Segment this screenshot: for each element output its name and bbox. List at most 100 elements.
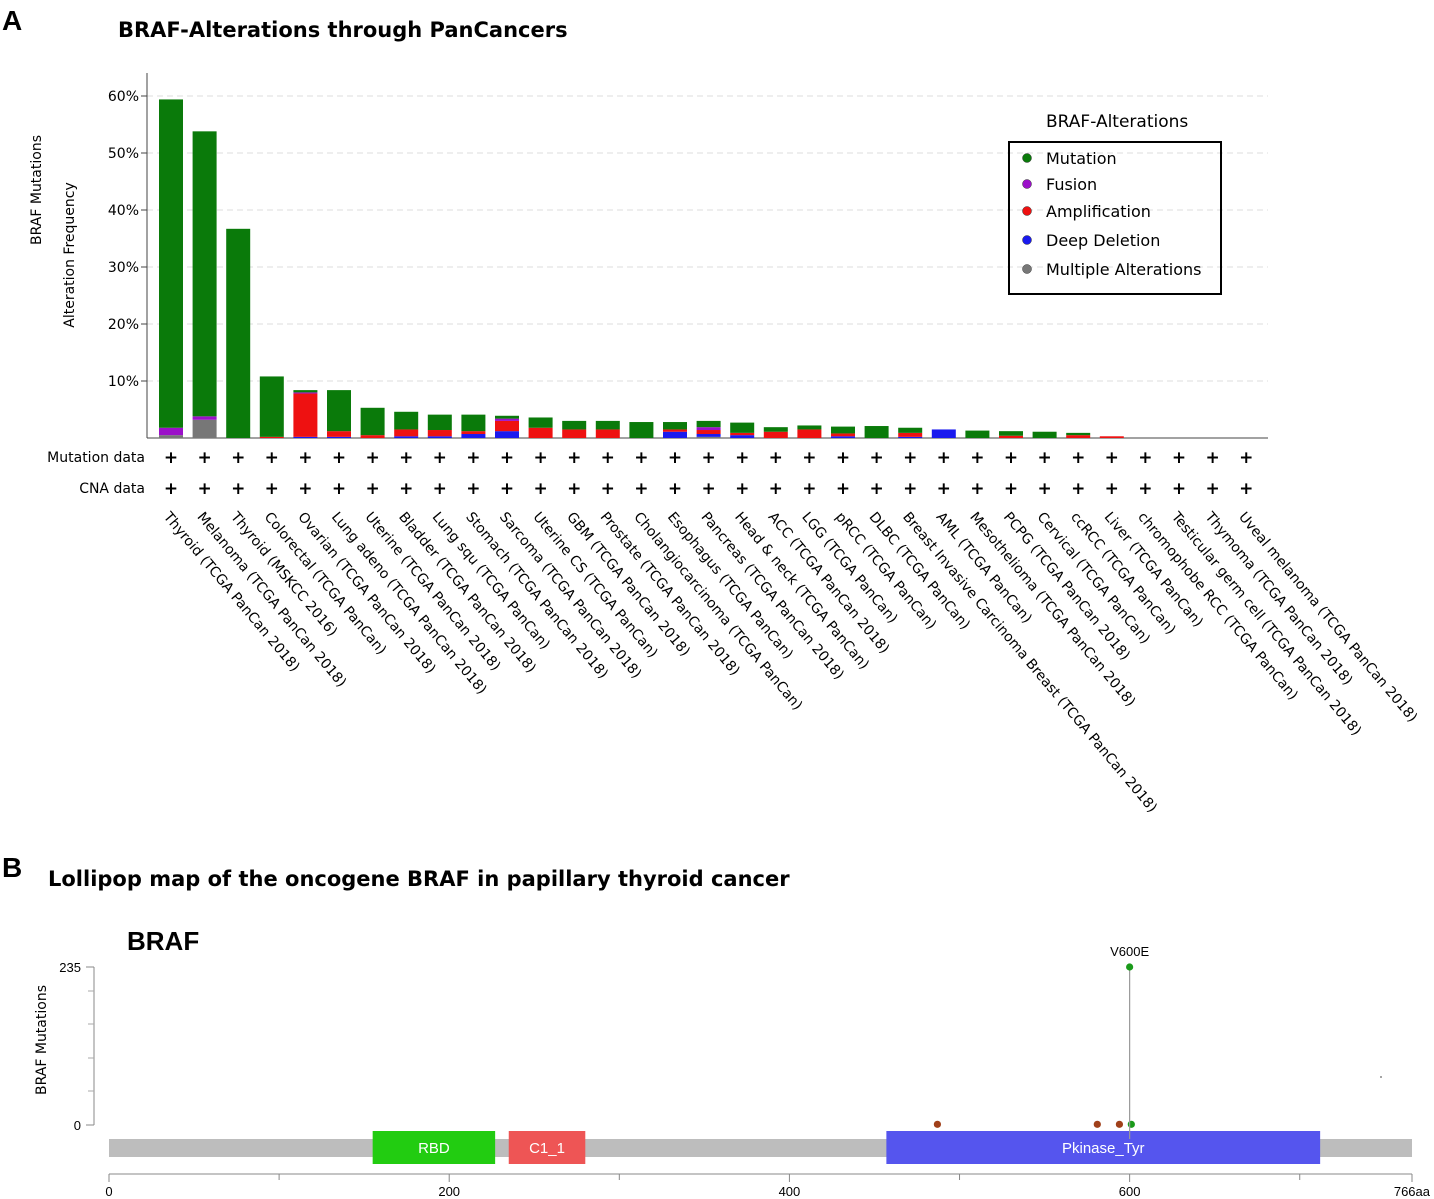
bar-segment-fusion	[495, 418, 519, 421]
bar-segment-mutation	[226, 228, 251, 438]
mutation-data-mark: +	[970, 448, 984, 468]
cna-data-mark: +	[970, 479, 984, 499]
cna-data-mark: +	[298, 479, 312, 499]
mutation-data-mark: +	[802, 448, 816, 468]
domain-label-pkinase-tyr: Pkinase_Tyr	[1062, 1140, 1145, 1157]
bar-segment-amplification	[1066, 435, 1091, 438]
lollipop-head[interactable]	[1115, 1120, 1124, 1128]
cna-data-mark: +	[903, 479, 917, 499]
bar-segment-mutation	[999, 431, 1023, 436]
lollipop-head[interactable]	[1126, 963, 1134, 971]
bar-stack-liver-tcga-pancan	[1099, 436, 1124, 438]
bar-segment-amplification	[293, 393, 318, 437]
mutation-data-mark: +	[164, 448, 178, 468]
bar-segment-multiple-alterations	[696, 436, 721, 438]
bar-segment-deep-deletion	[327, 436, 351, 438]
bar-segment-mutation	[965, 430, 990, 438]
lollipop-head[interactable]	[1093, 1120, 1101, 1128]
bar-segment-deep-deletion	[293, 436, 318, 438]
bar-stack-prostate-tcga-pancan-2018	[595, 420, 620, 438]
y-tick-label: 50%	[108, 146, 139, 162]
mutation-data-mark: +	[836, 448, 850, 468]
cna-data-mark: +	[265, 479, 279, 499]
bar-segment-amplification	[595, 429, 620, 438]
bar-segment-amplification	[562, 429, 587, 438]
category-label: Thymoma (TCGA PanCan 2018)	[1201, 509, 1356, 689]
bar-segment-mutation	[797, 425, 822, 430]
mutation-data-mark: +	[500, 448, 514, 468]
y-tick-label: 30%	[108, 260, 139, 276]
legend-marker-amplification	[1022, 206, 1032, 216]
y-tick-label: 20%	[108, 317, 139, 333]
x-tick-label: 400	[779, 1184, 801, 1199]
lollipop-head[interactable]	[1127, 1120, 1135, 1128]
mutation-data-mark: +	[903, 448, 917, 468]
y-tick-label: 60%	[108, 89, 139, 105]
x-tick-label: 766aa	[1394, 1184, 1431, 1199]
mutation-data-mark: +	[1037, 448, 1051, 468]
mutation-data-mark: +	[769, 448, 783, 468]
mutation-data-mark: +	[1138, 448, 1152, 468]
bar-stack-acc-tcga-pancan-2018	[763, 427, 788, 438]
bar-segment-mutation	[562, 420, 587, 430]
bar-stack-gbm-tcga-pancan-2018	[562, 420, 587, 438]
bar-segment-fusion	[696, 427, 721, 431]
cna-data-mark: +	[1138, 479, 1152, 499]
bar-segment-mutation	[427, 414, 452, 431]
bar-stack-pancreas-tcga-pancan-2018	[696, 420, 721, 438]
bar-segment-mutation	[595, 420, 620, 430]
domain-label-rbd: RBD	[418, 1140, 450, 1157]
legend-marker-multiple-alterations	[1022, 264, 1032, 274]
protein-domains: RBD C1_1 Pkinase_Tyr	[372, 1131, 1321, 1164]
bar-segment-mutation	[831, 426, 855, 434]
mutation-data-mark: +	[197, 448, 211, 468]
panel-b: B Lollipop map of the oncogene BRAF in p…	[2, 852, 1431, 1199]
legend-marker-mutation	[1022, 153, 1032, 163]
cna-data-mark: +	[1037, 479, 1051, 499]
y-tick-label-max: 235	[59, 960, 81, 975]
cna-data-mark: +	[1172, 479, 1186, 499]
bar-stack-dlbc-tcga-pancan	[864, 426, 889, 438]
bar-stack-lung-squ-tcga-pancan	[427, 414, 452, 438]
bar-stack-ovarian-tcga-pancan-2018	[293, 390, 318, 438]
bar-segment-multiple-alterations	[192, 419, 217, 438]
cna-data-mark: +	[433, 479, 447, 499]
bar-segment-amplification	[696, 430, 721, 435]
mutation-data-mark: +	[1004, 448, 1018, 468]
bar-segment-amplification	[360, 435, 385, 438]
cna-data-mark: +	[332, 479, 346, 499]
bar-segment-amplification	[327, 431, 351, 437]
legend: BRAF-Alterations Mutation Fusion Amplifica…	[1008, 112, 1222, 295]
bar-stack-cervical-tcga-pancan	[1032, 431, 1057, 438]
mutation-data-mark: +	[735, 448, 749, 468]
bar-segment-deep-deletion	[394, 436, 419, 438]
mutation-data-label: Mutation data	[47, 450, 145, 466]
mutation-data-mark: +	[365, 448, 379, 468]
bar-segment-mutation	[730, 422, 755, 433]
bar-stack-head-neck-tcga-pancan	[730, 422, 755, 438]
mutation-data-mark: +	[1071, 448, 1085, 468]
bar-segment-amplification	[999, 435, 1023, 438]
mutation-data-mark: +	[1105, 448, 1119, 468]
lollipop-head[interactable]	[933, 1120, 942, 1128]
bar-segment-deep-deletion	[461, 434, 486, 438]
panel-a-title: BRAF-Alterations through PanCancers	[118, 18, 568, 42]
bar-stack-stomach-tcga-pancan-2018	[461, 414, 486, 438]
mutation-data-mark: +	[265, 448, 279, 468]
lollipop-x-ticks: 0 200 400 600 766aa	[105, 1174, 1431, 1199]
bar-segment-mutation	[159, 99, 183, 428]
mutation-data-mark: +	[231, 448, 245, 468]
bar-segment-mutation	[293, 390, 318, 393]
bar-segment-deep-deletion	[898, 436, 923, 438]
bar-stack-prcc-tcga-pancan	[831, 426, 855, 438]
bar-segment-mutation	[327, 390, 351, 432]
cna-data-mark: +	[197, 479, 211, 499]
bar-segment-mutation	[259, 376, 284, 437]
bar-segment-fusion	[293, 392, 318, 394]
bar-stack-colorectal-tcga-pancan	[259, 376, 284, 438]
mutation-data-mark: +	[1205, 448, 1219, 468]
cna-data-mark: +	[634, 479, 648, 499]
bar-stack-bladder-tcga-pancan-2018	[394, 411, 419, 438]
bar-stack-uterine-cs-tcga-pancan	[528, 417, 553, 438]
